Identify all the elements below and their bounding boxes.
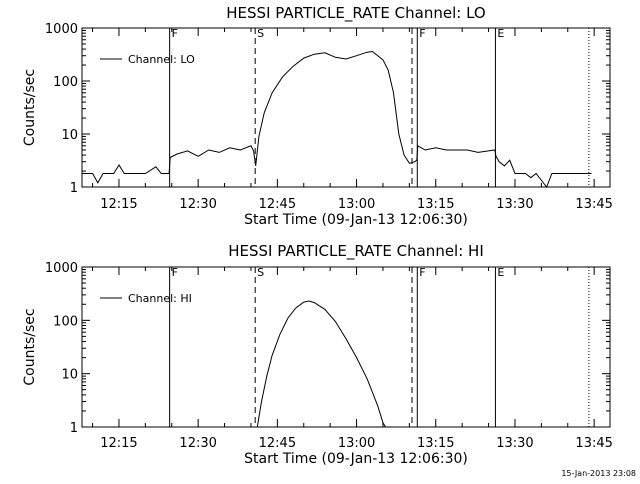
event-marker-label: S (257, 27, 264, 40)
plot-frame (81, 27, 611, 188)
x-tick-label: 13:30 (496, 197, 533, 212)
x-axis-label: Start Time (09-Jan-13 12:06:30) (244, 451, 468, 467)
series-line (256, 300, 387, 428)
x-tick-label: 13:00 (338, 197, 375, 212)
x-tick-label: 12:45 (259, 436, 296, 451)
legend-label: Channel: HI (128, 292, 192, 305)
y-tick-label: 1 (70, 421, 78, 436)
x-tick-label: 12:15 (100, 197, 137, 212)
y-tick-label: 1 (70, 181, 78, 196)
x-tick-label: 13:30 (496, 436, 533, 451)
event-marker-label: F (172, 266, 178, 279)
y-axis-label: Counts/sec (22, 308, 38, 385)
chart-title: HESSI PARTICLE_RATE Channel: HI (228, 242, 484, 261)
event-marker-label: E (497, 27, 504, 40)
x-tick-label: 12:30 (179, 436, 216, 451)
x-tick-label: 12:45 (259, 197, 296, 212)
series-line (82, 50, 592, 189)
event-marker-label: S (257, 266, 264, 279)
x-tick-label: 13:45 (575, 197, 612, 212)
event-marker-label: E (497, 266, 504, 279)
x-tick-label: 13:15 (417, 436, 454, 451)
y-tick-label: 100 (53, 314, 78, 329)
chart-title: HESSI PARTICLE_RATE Channel: LO (226, 4, 485, 23)
y-tick-label: 1000 (45, 261, 78, 276)
event-marker-label: F (419, 266, 425, 279)
event-marker-label: F (172, 27, 178, 40)
x-tick-label: 13:45 (575, 436, 612, 451)
chart-panel-1: HESSI PARTICLE_RATE Channel: LO 1 10 100 100… (22, 4, 613, 228)
footer-timestamp: 15-Jan-2013 23:08 (561, 469, 636, 478)
x-axis-label: Start Time (09-Jan-13 12:06:30) (244, 212, 468, 228)
x-tick-label: 12:30 (179, 197, 216, 212)
y-tick-label: 100 (53, 75, 78, 90)
legend-label: Channel: LO (128, 53, 195, 66)
x-tick-label: 13:00 (338, 436, 375, 451)
plot-frame (81, 266, 611, 428)
x-tick-label: 13:15 (417, 197, 454, 212)
event-marker-label: F (419, 27, 425, 40)
y-tick-label: 10 (61, 368, 78, 383)
chart-panel-2: HESSI PARTICLE_RATE Channel: HI 1 10 100 100… (22, 242, 613, 467)
x-tick-label: 12:15 (100, 436, 137, 451)
y-axis-label: Counts/sec (22, 69, 38, 146)
y-tick-label: 10 (61, 128, 78, 143)
y-tick-label: 1000 (45, 22, 78, 37)
